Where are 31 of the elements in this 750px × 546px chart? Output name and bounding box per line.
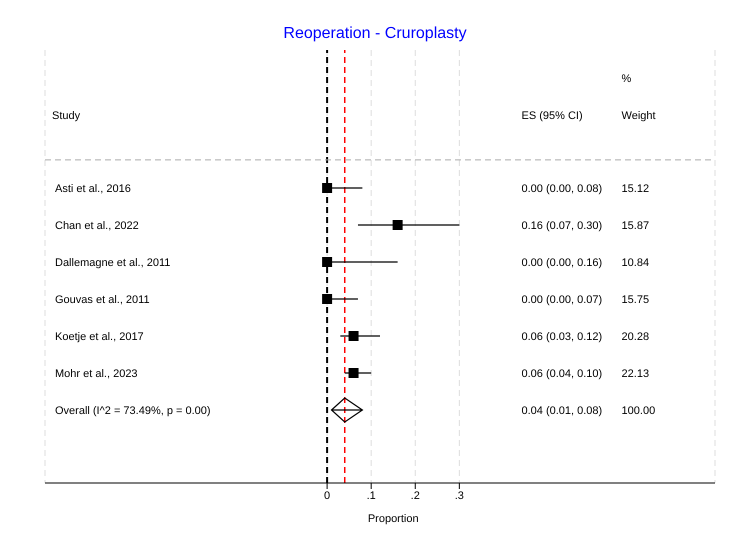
x-axis-title: Proportion: [368, 513, 419, 525]
text: Weight: [622, 110, 656, 122]
annotation: 20.28: [622, 331, 650, 343]
x-tick-label: 0: [324, 490, 330, 502]
y-tick-label: Chan et al., 2022: [55, 220, 139, 232]
annotation: 0.04 (0.01, 0.08): [521, 405, 602, 417]
annotation: 0.06 (0.03, 0.12): [521, 331, 602, 343]
x-tick-label: .1: [366, 490, 376, 502]
y-axis-title: Study: [52, 110, 81, 122]
x-tick-label: .2: [410, 490, 420, 502]
annotation: 10.84: [622, 257, 650, 269]
text: ES (95% CI): [521, 110, 583, 122]
annotation: 22.13: [622, 368, 650, 380]
annotation: 15.75: [622, 294, 650, 306]
y-tick-label: Mohr et al., 2023: [55, 368, 138, 380]
annotation: 15.12: [622, 183, 650, 195]
chart-title: Reoperation - Cruroplasty: [283, 25, 467, 42]
annotation: 0.16 (0.07, 0.30): [521, 220, 602, 232]
y-tick-label: Asti et al., 2016: [55, 182, 131, 195]
y-tick-label: Koetje et al., 2017: [55, 330, 144, 343]
annotation: 100.00: [622, 405, 656, 417]
x-tick-label: .3: [454, 490, 464, 502]
y-tick-label: Overall (I^2 = 73.49%, p = 0.00): [55, 404, 211, 417]
y-tick-label: Gouvas et al., 2011: [55, 294, 150, 306]
y-tick-label: Dallemagne et al., 2011: [55, 256, 170, 269]
annotation: 0.00 (0.00, 0.16): [521, 257, 602, 269]
annotation: 0.06 (0.04, 0.10): [521, 368, 602, 380]
text: %: [622, 73, 632, 86]
annotation: 0.00 (0.00, 0.07): [521, 294, 602, 306]
annotation: 0.00 (0.00, 0.08): [521, 183, 602, 195]
annotation: 15.87: [622, 220, 650, 232]
